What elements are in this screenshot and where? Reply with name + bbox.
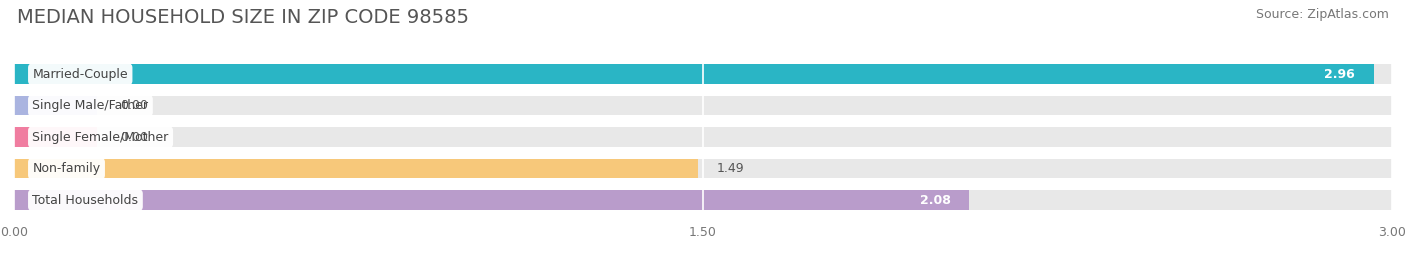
Text: 2.96: 2.96 <box>1324 68 1355 81</box>
Text: 0.00: 0.00 <box>120 99 148 112</box>
Bar <box>14 159 1392 178</box>
Text: Non-family: Non-family <box>32 162 101 175</box>
Bar <box>14 190 969 210</box>
Bar <box>14 96 97 115</box>
Bar <box>14 128 97 147</box>
Text: Single Male/Father: Single Male/Father <box>32 99 149 112</box>
Bar <box>14 128 1392 147</box>
Text: 1.49: 1.49 <box>717 162 744 175</box>
Text: Single Female/Mother: Single Female/Mother <box>32 131 169 144</box>
Bar <box>14 65 1392 84</box>
Text: Source: ZipAtlas.com: Source: ZipAtlas.com <box>1256 8 1389 21</box>
Text: MEDIAN HOUSEHOLD SIZE IN ZIP CODE 98585: MEDIAN HOUSEHOLD SIZE IN ZIP CODE 98585 <box>17 8 468 27</box>
Bar <box>14 190 1392 210</box>
Text: 2.08: 2.08 <box>920 194 950 207</box>
Text: Married-Couple: Married-Couple <box>32 68 128 81</box>
Text: Total Households: Total Households <box>32 194 138 207</box>
Bar <box>14 159 699 178</box>
Bar <box>14 96 1392 115</box>
Bar <box>14 65 1374 84</box>
Text: 0.00: 0.00 <box>120 131 148 144</box>
